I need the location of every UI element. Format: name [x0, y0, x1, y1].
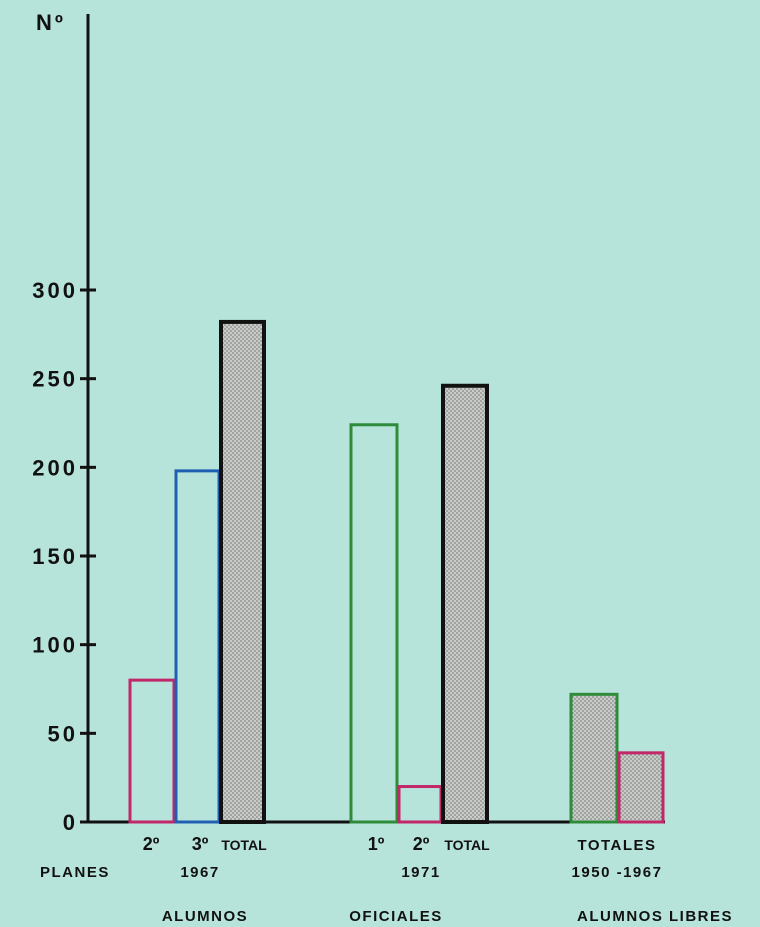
bar-label-g1-3: 3º: [192, 834, 209, 854]
group-label-alumnos-libres: ALUMNOS LIBRES: [577, 908, 733, 925]
y-axis-title: Nº: [36, 10, 66, 35]
y-tick-label: 100: [32, 633, 78, 658]
bar-label-g2-2: 2º: [413, 834, 430, 854]
bar: [397, 785, 443, 824]
bar: [219, 319, 266, 824]
y-tick-label: 250: [32, 367, 78, 392]
bar: [569, 692, 619, 824]
group-label-alumnos: ALUMNOS: [162, 908, 248, 925]
bar: [441, 383, 489, 824]
y-tick-label: 150: [32, 544, 78, 569]
y-tick-label: 300: [32, 278, 78, 303]
y-tick-label: 0: [63, 810, 78, 835]
bars: [128, 319, 665, 824]
year-label-1967: 1967: [180, 864, 219, 881]
bar-label-totales: TOTALES: [577, 837, 656, 854]
bar: [617, 751, 665, 824]
y-tick-label: 50: [48, 721, 78, 746]
year-label-1950-1967: 1950 -1967: [572, 864, 663, 881]
y-axis-ticks: 0 50 100 150 200 250 300: [32, 278, 96, 835]
planes-label: PLANES: [40, 864, 110, 881]
y-tick-label: 200: [32, 455, 78, 480]
bar-label-g2-total: TOTAL: [444, 837, 490, 853]
bar: [349, 423, 399, 824]
bar: [128, 678, 176, 824]
bar-label-g2-1: 1º: [368, 834, 385, 854]
bar-label-g1-total: TOTAL: [221, 837, 267, 853]
year-label-1971: 1971: [401, 864, 440, 881]
bar-label-g1-2: 2º: [143, 834, 160, 854]
bar: [174, 469, 221, 824]
group-label-oficiales: OFICIALES: [349, 908, 443, 925]
